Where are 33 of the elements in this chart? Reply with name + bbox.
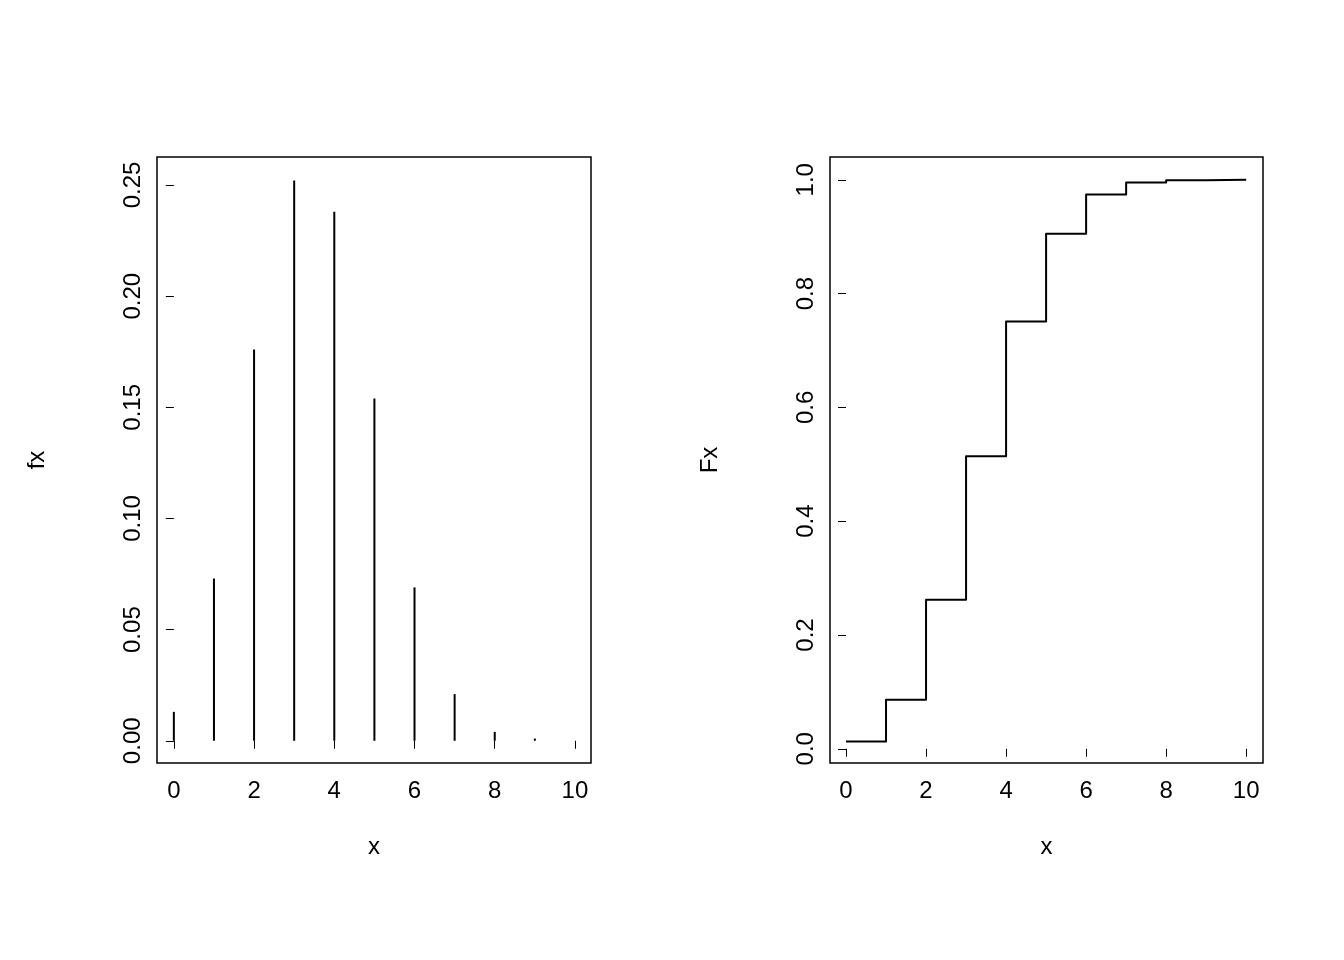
y-tick-label: 1.0 xyxy=(790,163,818,197)
y-tick-label: 0.2 xyxy=(790,618,818,652)
x-tick-label: 4 xyxy=(999,775,1013,803)
x-tick-label: 10 xyxy=(1232,775,1260,803)
y-tick-label: 0.6 xyxy=(790,390,818,425)
y-tick-label: 0.15 xyxy=(117,383,145,431)
x-tick-label: 6 xyxy=(407,775,422,803)
y-tick-label: 0.8 xyxy=(790,276,818,311)
x-axis-title: x xyxy=(368,831,380,859)
bar xyxy=(453,694,456,741)
bar xyxy=(293,180,296,741)
y-tick-label: 0.4 xyxy=(790,504,818,538)
x-tick-label: 0 xyxy=(839,775,853,803)
x-tick-label: 8 xyxy=(488,775,502,803)
y-tick-label: 0.20 xyxy=(117,272,145,320)
x-tick-label: 4 xyxy=(327,775,341,803)
y-tick-label: 0.25 xyxy=(117,161,145,209)
y-tick-label: 0.10 xyxy=(117,495,145,542)
y-axis-title: fx xyxy=(21,450,49,470)
bar xyxy=(212,578,215,741)
x-tick-label: 6 xyxy=(1079,775,1093,803)
x-tick-label: 8 xyxy=(1159,775,1173,803)
x-tick-label: 10 xyxy=(561,775,589,803)
y-axis-title: Fx xyxy=(694,446,722,474)
x-tick-label: 0 xyxy=(167,775,181,803)
bar xyxy=(533,738,536,741)
x-axis-title: x xyxy=(1040,831,1053,859)
y-tick-label: 0.05 xyxy=(117,606,145,653)
y-tick-label: 0.00 xyxy=(117,717,145,765)
y-tick-label: 0.0 xyxy=(790,732,818,766)
bar xyxy=(373,398,376,741)
x-tick-label: 2 xyxy=(919,775,933,803)
x-tick-label: 2 xyxy=(247,775,261,803)
